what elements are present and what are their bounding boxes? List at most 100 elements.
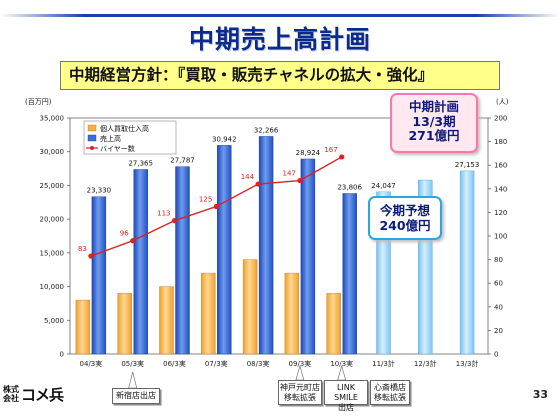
y-right-axis-label: (人) <box>496 98 509 106</box>
x-tick-label: 11/3計 <box>372 359 395 368</box>
purchase-bar <box>242 259 258 355</box>
legend-swatch-buyer-point <box>90 146 94 150</box>
logo-main-text: コメ兵 <box>21 385 64 404</box>
y-left-axis-label: (百万円) <box>25 98 52 106</box>
sales-value-label: 23,806 <box>337 183 362 191</box>
x-tick-label: 10/3実 <box>330 359 353 368</box>
forecast-callout-line1: 今期予想 <box>379 203 430 218</box>
y-left-tick-label: 15,000 <box>40 249 65 257</box>
slide-title: 中期売上高計画 <box>188 25 371 54</box>
y-right-tick-label: 60 <box>494 280 503 288</box>
legend-swatch-purchase <box>87 124 97 132</box>
y-left-tick-label: 0 <box>60 351 64 359</box>
y-right-tick-label: 180 <box>494 138 507 146</box>
plan-callout-line2: 13/3期 <box>412 113 456 129</box>
y-right-tick-label: 80 <box>494 256 503 264</box>
sales-value-label: 28,924 <box>296 149 321 157</box>
forecast-callout: 今期予想 240億円 <box>368 196 442 240</box>
x-tick-label: 07/3実 <box>205 359 228 368</box>
sales-value-label: 27,787 <box>170 157 195 165</box>
x-tick-label: 13/3計 <box>456 359 479 368</box>
buyer-point <box>255 181 261 187</box>
y-right-tick-label: 120 <box>494 209 507 217</box>
buyer-value-label: 125 <box>199 196 212 204</box>
y-right-tick-label: 100 <box>494 233 507 241</box>
note-linksmile: LINK SMILE 出店 <box>324 380 368 412</box>
y-right-tick-label: 20 <box>494 327 503 335</box>
y-right-tick-label: 0 <box>494 351 498 359</box>
buyer-point <box>130 238 136 244</box>
plan-callout-line3: 271億円 <box>408 128 460 143</box>
note-kobe: 神戸元町店 移転拡張 <box>278 380 322 405</box>
note-linksmile-line2: 出店 <box>338 403 354 412</box>
note-shinsaibashi-line2: 移転拡張 <box>374 393 406 402</box>
forecast-callout-line2: 240億円 <box>379 218 431 233</box>
sales-value-label: 32,266 <box>254 126 279 134</box>
title-rule <box>0 14 560 17</box>
purchase-bar <box>201 272 216 355</box>
purchase-bar <box>75 299 91 355</box>
buyer-value-label: 147 <box>283 170 296 178</box>
y-right-tick-label: 160 <box>494 162 507 170</box>
midterm-plan-callout: 中期計画 13/3期 271億円 <box>390 93 478 153</box>
page-number: 33 <box>532 388 548 401</box>
x-tick-label: 05/3実 <box>121 359 144 368</box>
sales-bar <box>133 169 148 355</box>
plan-callout-line1: 中期計画 <box>408 99 459 114</box>
y-left-tick-label: 25,000 <box>40 182 65 190</box>
y-right-tick-label: 40 <box>494 303 503 311</box>
sales-bar <box>175 166 190 355</box>
note-pointer-shinsaibashi <box>337 364 347 381</box>
note-pointer-kobe <box>295 364 305 381</box>
logo-small-text: 株式会社 <box>3 385 19 403</box>
y-right-tick-label: 200 <box>494 115 507 123</box>
sales-bar <box>459 170 475 355</box>
legend-swatch-sales <box>87 134 97 142</box>
x-tick-label: 06/3実 <box>163 359 186 368</box>
buyer-value-label: 83 <box>78 245 87 253</box>
sales-value-label: 24,047 <box>371 182 396 190</box>
y-left-tick-label: 5,000 <box>44 317 64 325</box>
buyer-point <box>171 218 178 224</box>
purchase-bar <box>284 272 300 355</box>
y-left-tick-label: 35,000 <box>40 115 65 123</box>
note-kobe-line2: 移転拡張 <box>284 393 316 402</box>
sales-bar <box>91 196 107 355</box>
y-left-tick-label: 10,000 <box>40 283 65 291</box>
legend-label-buyer: バイヤー数 <box>100 144 135 153</box>
legend-box <box>83 120 177 155</box>
y-left-tick-label: 30,000 <box>40 148 65 156</box>
buyer-point <box>213 203 219 210</box>
slide-subtitle: 中期経営方針：『買取・販売チャネルの拡大・強化』 <box>60 61 500 90</box>
buyer-value-label: 144 <box>241 173 255 181</box>
note-shinjuku: 新宿店出店 <box>112 388 160 404</box>
sales-bar <box>258 136 274 355</box>
company-logo: 株式会社 コメ兵 <box>3 383 64 405</box>
sales-value-label: 23,330 <box>87 187 112 195</box>
sales-value-label: 27,365 <box>128 159 153 167</box>
purchase-bar <box>117 293 132 355</box>
x-tick-label: 09/3実 <box>289 359 312 368</box>
x-tick-label: 12/3計 <box>414 359 437 368</box>
note-shinsaibashi-line1: 心斎橋店 <box>374 383 406 392</box>
note-shinsaibashi: 心斎橋店 移転拡張 <box>370 380 410 405</box>
buyer-value-label: 167 <box>324 146 337 154</box>
sales-bar <box>217 145 232 355</box>
note-kobe-line1: 神戸元町店 <box>280 383 320 392</box>
purchase-bar <box>326 293 341 355</box>
legend-label-sales: 売上高 <box>100 134 121 143</box>
sales-value-label: 27,153 <box>455 161 480 169</box>
sales-bar <box>300 158 316 355</box>
note-shinjuku-text: 新宿店出店 <box>116 391 156 400</box>
buyer-point <box>339 154 345 160</box>
buyer-value-label: 113 <box>157 210 170 218</box>
y-left-tick-label: 20,000 <box>40 216 65 224</box>
sales-bar <box>342 193 357 355</box>
purchase-bar <box>159 286 174 355</box>
buyer-point <box>297 177 303 184</box>
legend-label-purchase: 個人買取仕入高 <box>100 124 149 133</box>
note-pointer-shinjuku <box>128 371 138 389</box>
y-right-tick-label: 140 <box>494 185 507 193</box>
x-tick-label: 08/3実 <box>247 359 270 368</box>
